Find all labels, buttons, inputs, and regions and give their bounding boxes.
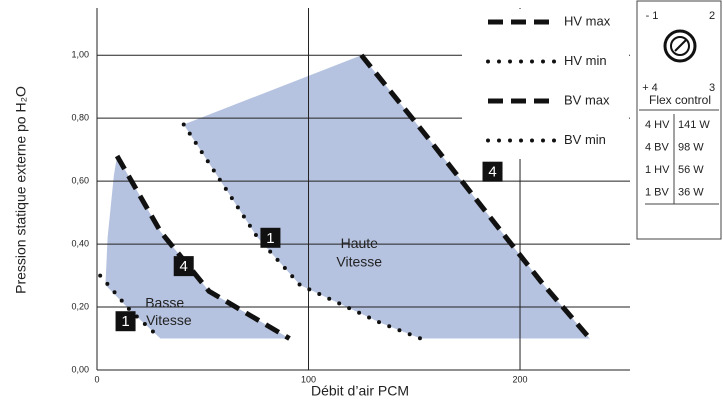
badge — [115, 311, 136, 332]
region-label: Haute — [341, 235, 379, 251]
area — [105, 155, 290, 339]
badge — [173, 256, 194, 277]
x-tick-label: 0 — [94, 374, 99, 384]
badge-label: 1 — [266, 230, 274, 247]
y-tick-label: 0,40 — [71, 238, 89, 248]
panel-title: Flex control — [649, 93, 711, 107]
line-series — [98, 273, 163, 341]
y-tick-label: 0,80 — [71, 113, 89, 123]
x-tick-label: 200 — [513, 374, 528, 384]
dial-label: - 1 — [646, 10, 659, 22]
table-cell: 4 BV — [645, 141, 670, 153]
dial-label: 2 — [709, 10, 715, 22]
badge-label: 4 — [488, 164, 496, 181]
legend-label: BV max — [564, 92, 610, 107]
region-label: Vitesse — [146, 312, 192, 328]
badge — [482, 161, 503, 182]
legend-label: BV min — [564, 132, 606, 147]
table-cell: 1 BV — [645, 186, 670, 198]
line-series — [359, 53, 592, 341]
y-tick-label: 0,00 — [71, 364, 89, 374]
legend-label: HV min — [564, 53, 607, 68]
region-label: Vitesse — [336, 254, 382, 270]
legend-label: HV max — [564, 13, 611, 28]
x-tick-label: 100 — [301, 374, 316, 384]
table-cell: 141 W — [678, 119, 710, 131]
y-axis-label: Pression statique externe po H₂O — [13, 86, 29, 294]
table-cell: 98 W — [678, 141, 704, 153]
table-cell: 36 W — [678, 186, 704, 198]
y-tick-label: 1,00 — [71, 50, 89, 60]
table-cell: 56 W — [678, 164, 704, 176]
badge-label: 4 — [180, 258, 188, 275]
legend-background — [462, 9, 629, 159]
dial-icon — [670, 36, 690, 56]
x-axis-label: Débit d’air PCM — [311, 383, 409, 399]
badge-label: 1 — [121, 313, 129, 330]
badge — [260, 227, 281, 248]
line-series — [181, 122, 423, 341]
table-cell: 4 HV — [645, 119, 670, 131]
table-cell: 1 HV — [645, 164, 670, 176]
y-tick-label: 0,60 — [71, 176, 89, 186]
panel-frame — [636, 0, 722, 240]
dial-icon — [663, 29, 697, 63]
dial-label: + 4 — [642, 82, 658, 94]
dial-icon — [674, 39, 687, 52]
region-label: Basse — [145, 295, 184, 311]
dial-label: 3 — [709, 82, 715, 94]
y-tick-label: 0,20 — [71, 301, 89, 311]
